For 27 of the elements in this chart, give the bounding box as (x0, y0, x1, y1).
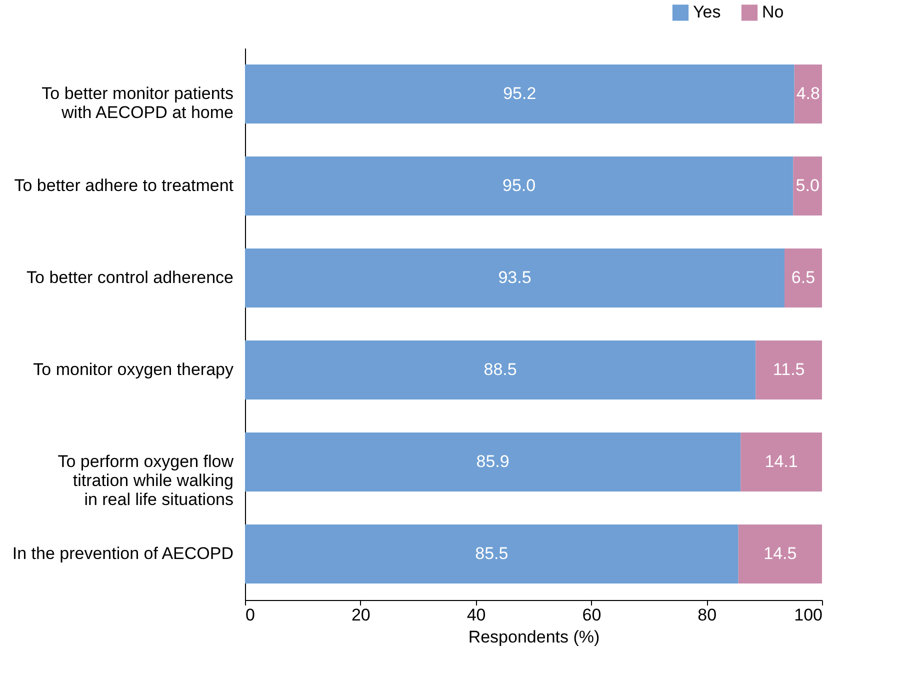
data-label: 14.1 (764, 452, 798, 471)
data-label: 88.5 (484, 360, 517, 379)
data-label: 95.0 (502, 176, 536, 195)
y-tick-label: To perform oxygen flow titration while walking in real life situations (58, 452, 234, 509)
x-tick-label: 60 (582, 606, 602, 624)
y-tick-label: In the prevention of AECOPD (12, 544, 234, 563)
y-tick-label: To better control adherence (26, 268, 234, 287)
data-label: 6.5 (791, 268, 816, 287)
x-tick-label: 20 (351, 606, 370, 624)
data-label: 5.0 (796, 176, 820, 195)
y-tick-label: To better adhere to treatment (14, 176, 234, 195)
data-label: 14.5 (764, 544, 797, 563)
legend-label: No (762, 2, 784, 22)
data-label: 95.2 (503, 84, 536, 103)
y-tick-label: To better monitor patients with AECOPD at home (42, 84, 234, 122)
x-tick-label: 80 (698, 606, 717, 624)
legend-label: Yes (693, 2, 721, 22)
x-tick-label: 0 (246, 606, 255, 624)
data-label: 85.5 (475, 544, 508, 563)
x-tick-label: 40 (466, 606, 486, 624)
data-label: 85.9 (476, 452, 510, 471)
x-tick-label: 100 (794, 606, 822, 624)
data-label: 11.5 (772, 360, 805, 379)
data-label: 4.8 (796, 84, 820, 103)
x-axis-title: Respondents (%) (468, 628, 600, 646)
data-label: 93.5 (498, 268, 532, 287)
y-tick-label: To monitor oxygen therapy (33, 360, 234, 379)
